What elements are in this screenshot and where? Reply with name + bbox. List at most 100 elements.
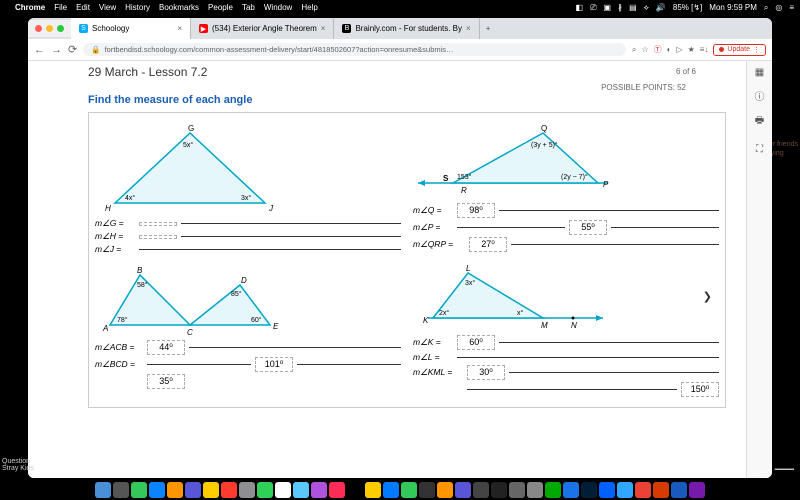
close-tab-icon[interactable]: × [321, 24, 326, 33]
dock-app-icon[interactable] [383, 482, 399, 498]
dock-app-icon[interactable] [689, 482, 705, 498]
battery-status[interactable]: 85% [↯] [673, 3, 702, 12]
tab-title: Schoology [92, 24, 129, 33]
dock-app-icon[interactable] [347, 482, 363, 498]
answer-input[interactable]: 27⁰ [469, 237, 507, 252]
dock [0, 480, 800, 500]
spotlight-icon[interactable]: ⌕ [764, 3, 768, 13]
menu-view[interactable]: View [99, 3, 116, 12]
dock-app-icon[interactable] [617, 482, 633, 498]
volume-icon[interactable]: 🔊 [656, 3, 666, 12]
dock-app-icon[interactable] [221, 482, 237, 498]
menu-edit[interactable]: Edit [76, 3, 90, 12]
dock-app-icon[interactable] [185, 482, 201, 498]
dock-app-icon[interactable] [203, 482, 219, 498]
bluetooth-icon[interactable]: ∦ [618, 3, 622, 12]
menu-tab[interactable]: Tab [242, 3, 255, 12]
address-field[interactable]: 🔒 fortbendisd.schoology.com/common-asses… [83, 43, 626, 56]
menu-bookmarks[interactable]: Bookmarks [159, 3, 199, 12]
dock-app-icon[interactable] [653, 482, 669, 498]
dock-app-icon[interactable] [491, 482, 507, 498]
menu-help[interactable]: Help [301, 3, 317, 12]
next-page-button[interactable]: ❯ [703, 290, 712, 303]
search-icon[interactable]: ⌕ [632, 45, 636, 55]
dock-app-icon[interactable] [635, 482, 651, 498]
display-icon[interactable]: ▤ [629, 3, 637, 12]
tab-youtube[interactable]: ▶ (534) Exterior Angle Theorem × [191, 18, 334, 39]
tab-brainly[interactable]: B Brainly.com - For students. By × [334, 18, 479, 39]
print-icon[interactable]: 🖶 [755, 113, 764, 130]
forward-button[interactable]: → [51, 44, 62, 56]
dock-app-icon[interactable] [329, 482, 345, 498]
answer-input[interactable]: 101⁰ [255, 357, 293, 372]
close-tab-icon[interactable]: × [177, 24, 182, 33]
menu-window[interactable]: Window [264, 3, 292, 12]
screen-mirror-icon[interactable]: ⎚ [590, 3, 596, 13]
back-button[interactable]: ← [34, 44, 45, 56]
new-tab-button[interactable]: + [480, 18, 497, 39]
answer-input[interactable] [139, 222, 177, 226]
clock[interactable]: Mon 9:59 PM [709, 3, 757, 12]
wifi-icon[interactable]: ⟡ [644, 3, 649, 13]
dock-app-icon[interactable] [311, 482, 327, 498]
minimize-window-button[interactable] [46, 25, 53, 32]
dock-app-icon[interactable] [293, 482, 309, 498]
close-window-button[interactable] [35, 25, 42, 32]
extension-icon[interactable]: Ⓣ [654, 44, 662, 55]
dock-app-icon[interactable] [455, 482, 471, 498]
dock-app-icon[interactable] [239, 482, 255, 498]
dock-app-icon[interactable] [509, 482, 525, 498]
dock-app-icon[interactable] [95, 482, 111, 498]
dock-app-icon[interactable] [113, 482, 129, 498]
dock-app-icon[interactable] [365, 482, 381, 498]
extension-icon[interactable]: ★ [688, 45, 695, 54]
menu-people[interactable]: People [208, 3, 233, 12]
answer-input[interactable] [139, 235, 177, 239]
answer-input[interactable]: 44⁰ [147, 340, 185, 355]
control-center-icon[interactable]: ◧ [576, 3, 584, 12]
airplay-icon[interactable]: ▣ [604, 3, 612, 12]
dock-app-icon[interactable] [527, 482, 543, 498]
close-tab-icon[interactable]: × [466, 24, 471, 33]
dock-app-icon[interactable] [419, 482, 435, 498]
app-name[interactable]: Chrome [15, 3, 45, 12]
dock-app-icon[interactable] [275, 482, 291, 498]
dock-app-icon[interactable] [563, 482, 579, 498]
menu-history[interactable]: History [125, 3, 150, 12]
star-icon[interactable]: ☆ [641, 45, 648, 54]
dock-app-icon[interactable] [437, 482, 453, 498]
angle-label: m∠KML = [413, 367, 463, 378]
dock-app-icon[interactable] [545, 482, 561, 498]
svg-text:3x°: 3x° [465, 279, 475, 287]
dock-app-icon[interactable] [257, 482, 273, 498]
reload-button[interactable]: ⟳ [68, 43, 77, 56]
triangle-ghj: G H J 5x° 4x° 3x° [95, 121, 285, 216]
dock-app-icon[interactable] [581, 482, 597, 498]
extension-icon[interactable]: ◐ [667, 45, 672, 54]
answer-input[interactable]: 60⁰ [457, 335, 495, 350]
dock-app-icon[interactable] [149, 482, 165, 498]
fullscreen-icon[interactable]: ⛶ [756, 144, 763, 155]
update-button[interactable]: Update⋮ [713, 44, 766, 56]
answer-input[interactable]: 150⁰ [681, 382, 719, 397]
menu-file[interactable]: File [54, 3, 67, 12]
info-icon[interactable]: ⓘ [755, 88, 765, 103]
dock-app-icon[interactable] [131, 482, 147, 498]
answer-input[interactable]: 55⁰ [569, 220, 607, 235]
dock-app-icon[interactable] [167, 482, 183, 498]
siri-icon[interactable]: ◎ [775, 3, 782, 12]
extension-icon[interactable]: ▷ [676, 45, 682, 54]
dock-app-icon[interactable] [473, 482, 489, 498]
answer-input[interactable]: 98⁰ [457, 203, 495, 218]
dock-app-icon[interactable] [401, 482, 417, 498]
notification-center-icon[interactable]: ≡ [789, 3, 794, 12]
extension-icon[interactable]: ≡↓ [700, 45, 709, 54]
tab-schoology[interactable]: S Schoology × [71, 18, 191, 39]
dock-app-icon[interactable] [599, 482, 615, 498]
answer-input[interactable]: 30⁰ [467, 365, 505, 380]
svg-text:P: P [603, 180, 609, 189]
answer-input[interactable]: 35⁰ [147, 374, 185, 389]
dock-app-icon[interactable] [671, 482, 687, 498]
maximize-window-button[interactable] [57, 25, 64, 32]
calendar-icon[interactable]: ▦ [755, 67, 764, 78]
